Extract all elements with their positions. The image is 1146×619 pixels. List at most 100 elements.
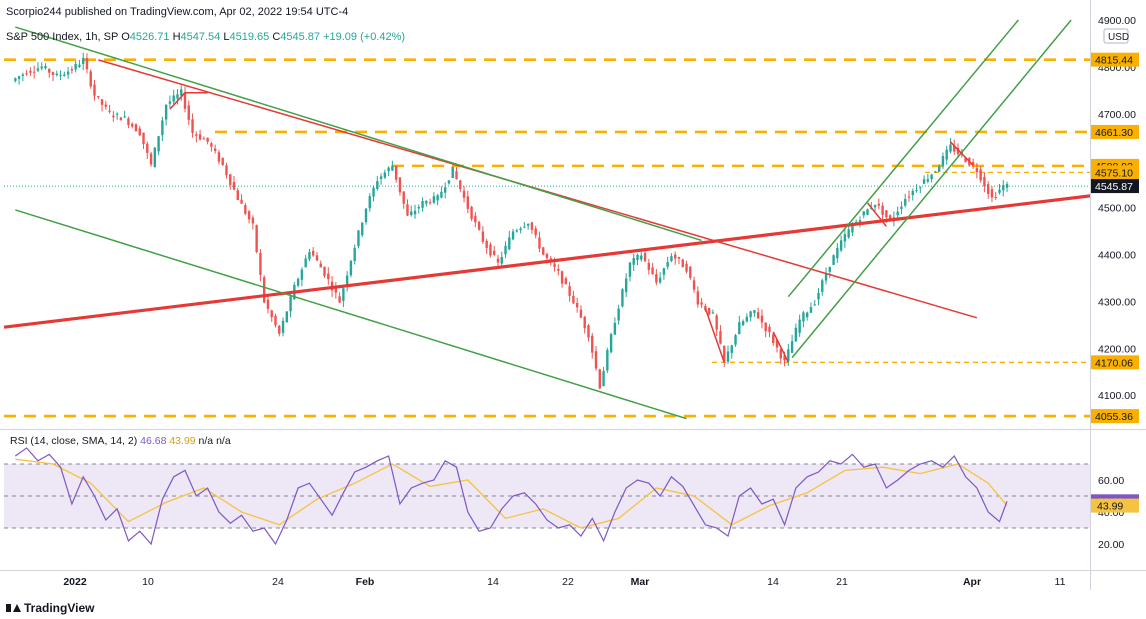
candle[interactable] bbox=[372, 185, 375, 202]
candle[interactable] bbox=[428, 198, 432, 205]
red-trendline[interactable] bbox=[169, 92, 186, 110]
red-trendline[interactable] bbox=[772, 331, 790, 363]
rsi-ma-badge[interactable]: 43.99 bbox=[1091, 498, 1139, 513]
candle[interactable] bbox=[734, 333, 737, 347]
candle[interactable] bbox=[63, 71, 66, 77]
candle[interactable] bbox=[745, 313, 749, 323]
candle[interactable] bbox=[934, 170, 937, 173]
candle[interactable] bbox=[636, 253, 639, 265]
candle[interactable] bbox=[172, 89, 175, 105]
candle[interactable] bbox=[560, 270, 564, 288]
candle[interactable] bbox=[142, 132, 145, 150]
candle[interactable] bbox=[772, 332, 775, 346]
price-level-badge[interactable]: 4575.10 bbox=[1091, 165, 1139, 180]
candle[interactable] bbox=[312, 247, 315, 257]
candle[interactable] bbox=[760, 309, 764, 329]
candle[interactable] bbox=[873, 204, 877, 212]
candle[interactable] bbox=[78, 59, 81, 68]
candle[interactable] bbox=[971, 158, 975, 169]
candle[interactable] bbox=[138, 125, 141, 136]
red-trendline[interactable] bbox=[704, 308, 725, 363]
candle[interactable] bbox=[410, 205, 413, 217]
candle[interactable] bbox=[394, 165, 398, 183]
candle[interactable] bbox=[715, 313, 718, 337]
candle[interactable] bbox=[945, 145, 948, 165]
candle[interactable] bbox=[817, 288, 820, 306]
candle[interactable] bbox=[74, 60, 77, 73]
candle[interactable] bbox=[813, 299, 816, 306]
candle[interactable] bbox=[51, 71, 55, 81]
candle[interactable] bbox=[651, 262, 654, 275]
green-trendline[interactable] bbox=[15, 209, 687, 420]
candle[interactable] bbox=[990, 186, 994, 203]
tradingview-brand[interactable]: TradingView bbox=[6, 601, 94, 615]
candle[interactable] bbox=[164, 104, 168, 126]
rsi-legend[interactable]: RSI (14, close, SMA, 14, 2) 46.68 43.99 … bbox=[10, 435, 231, 447]
candle[interactable] bbox=[436, 193, 439, 206]
candle[interactable] bbox=[462, 186, 466, 203]
candle[interactable] bbox=[534, 225, 537, 239]
candle[interactable] bbox=[278, 324, 281, 337]
candle[interactable] bbox=[342, 286, 345, 308]
candle[interactable] bbox=[213, 144, 217, 154]
candle[interactable] bbox=[836, 243, 839, 263]
candle[interactable] bbox=[749, 310, 752, 322]
candle[interactable] bbox=[847, 224, 850, 239]
candle[interactable] bbox=[655, 268, 658, 286]
candle[interactable] bbox=[485, 238, 488, 254]
candle[interactable] bbox=[930, 173, 933, 183]
candle[interactable] bbox=[402, 191, 405, 209]
candle[interactable] bbox=[70, 66, 74, 74]
candle[interactable] bbox=[14, 77, 17, 83]
candle[interactable] bbox=[862, 211, 865, 219]
candle[interactable] bbox=[195, 131, 198, 143]
candle[interactable] bbox=[153, 147, 157, 168]
candle[interactable] bbox=[247, 209, 251, 224]
candle[interactable] bbox=[643, 251, 647, 263]
candle[interactable] bbox=[206, 137, 209, 145]
candle[interactable] bbox=[496, 254, 500, 268]
candle[interactable] bbox=[93, 79, 96, 101]
candle[interactable] bbox=[379, 173, 383, 185]
candle[interactable] bbox=[530, 221, 534, 234]
candle[interactable] bbox=[613, 317, 617, 336]
green-trendline[interactable] bbox=[791, 19, 1072, 359]
candle[interactable] bbox=[29, 67, 32, 76]
candle[interactable] bbox=[764, 322, 767, 338]
candle[interactable] bbox=[666, 256, 669, 270]
candle[interactable] bbox=[459, 179, 462, 193]
candle[interactable] bbox=[187, 100, 190, 126]
candle[interactable] bbox=[432, 192, 436, 205]
candle[interactable] bbox=[922, 175, 926, 185]
price-level-badge[interactable]: 4661.30 bbox=[1091, 124, 1139, 139]
candle[interactable] bbox=[598, 368, 601, 390]
price-level-badge[interactable]: 4055.36 bbox=[1091, 409, 1139, 424]
candle[interactable] bbox=[602, 367, 605, 387]
red-trendline[interactable] bbox=[3, 194, 1091, 329]
candle[interactable] bbox=[508, 230, 511, 251]
candle[interactable] bbox=[44, 63, 47, 70]
candle[interactable] bbox=[896, 206, 899, 220]
candle[interactable] bbox=[587, 323, 590, 342]
candle[interactable] bbox=[168, 95, 172, 109]
candle[interactable] bbox=[790, 334, 794, 354]
candle[interactable] bbox=[798, 314, 801, 337]
rsi-ma-line[interactable] bbox=[15, 458, 1008, 529]
price-level-badge[interactable]: 4815.44 bbox=[1091, 52, 1139, 67]
candle[interactable] bbox=[526, 223, 530, 230]
candle[interactable] bbox=[123, 110, 126, 119]
candle[interactable] bbox=[376, 175, 379, 191]
candle[interactable] bbox=[474, 211, 477, 228]
candle[interactable] bbox=[723, 345, 726, 368]
candle[interactable] bbox=[624, 273, 628, 297]
candle[interactable] bbox=[979, 166, 982, 183]
price-legend[interactable]: S&P 500 Index, 1h, SP O4526.71 H4547.54 … bbox=[6, 31, 405, 43]
candle[interactable] bbox=[89, 69, 92, 89]
candle[interactable] bbox=[904, 193, 907, 208]
candle[interactable] bbox=[161, 116, 164, 142]
candle[interactable] bbox=[515, 228, 519, 233]
last-price-badge[interactable]: 4545.87 bbox=[1091, 179, 1139, 194]
candle[interactable] bbox=[617, 304, 620, 325]
candle[interactable] bbox=[941, 152, 945, 169]
candle[interactable] bbox=[911, 188, 914, 201]
